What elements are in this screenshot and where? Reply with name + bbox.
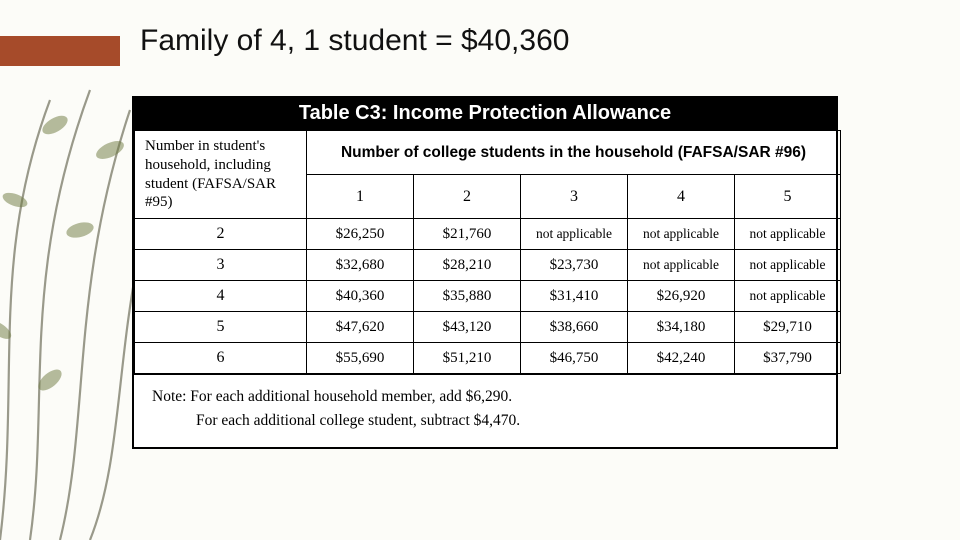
cell: not applicable	[735, 219, 841, 250]
table-title: Table C3: Income Protection Allowance	[134, 98, 836, 130]
note-line-1: Note: For each additional household memb…	[152, 385, 824, 409]
row-label: 6	[135, 343, 307, 374]
cell: $31,410	[521, 281, 628, 312]
cell: $32,680	[307, 250, 414, 281]
cell: $26,920	[628, 281, 735, 312]
cell: not applicable	[521, 219, 628, 250]
cell: $37,790	[735, 343, 841, 374]
cell: $42,240	[628, 343, 735, 374]
cell: $34,180	[628, 312, 735, 343]
table-row: 3 $32,680 $28,210 $23,730 not applicable…	[135, 250, 841, 281]
row-label: 3	[135, 250, 307, 281]
col-label: 5	[735, 175, 841, 219]
cell: $35,880	[414, 281, 521, 312]
row-label: 2	[135, 219, 307, 250]
col-label: 3	[521, 175, 628, 219]
col-label: 1	[307, 175, 414, 219]
col-header-label: Number of college students in the househ…	[307, 131, 841, 175]
cell: $29,710	[735, 312, 841, 343]
note-line-2: For each additional college student, sub…	[152, 409, 824, 433]
table-row: 5 $47,620 $43,120 $38,660 $34,180 $29,71…	[135, 312, 841, 343]
cell: not applicable	[628, 250, 735, 281]
cell: $23,730	[521, 250, 628, 281]
table-row: 4 $40,360 $35,880 $31,410 $26,920 not ap…	[135, 281, 841, 312]
cell: $46,750	[521, 343, 628, 374]
cell: $28,210	[414, 250, 521, 281]
income-protection-table: Table C3: Income Protection Allowance Nu…	[132, 96, 838, 449]
table-note: Note: For each additional household memb…	[134, 374, 836, 447]
cell: $38,660	[521, 312, 628, 343]
table-row: 2 $26,250 $21,760 not applicable not app…	[135, 219, 841, 250]
cell: not applicable	[628, 219, 735, 250]
cell: not applicable	[735, 281, 841, 312]
col-label: 4	[628, 175, 735, 219]
cell: $40,360	[307, 281, 414, 312]
cell: $47,620	[307, 312, 414, 343]
row-label: 4	[135, 281, 307, 312]
col-label: 2	[414, 175, 521, 219]
cell: not applicable	[735, 250, 841, 281]
accent-bar	[0, 36, 120, 66]
table-row: 6 $55,690 $51,210 $46,750 $42,240 $37,79…	[135, 343, 841, 374]
row-label: 5	[135, 312, 307, 343]
cell: $55,690	[307, 343, 414, 374]
cell: $51,210	[414, 343, 521, 374]
cell: $26,250	[307, 219, 414, 250]
cell: $43,120	[414, 312, 521, 343]
slide-title: Family of 4, 1 student = $40,360	[140, 24, 569, 58]
row-header-label: Number in student's household, including…	[135, 131, 307, 219]
cell: $21,760	[414, 219, 521, 250]
data-table: Number in student's household, including…	[134, 130, 841, 374]
